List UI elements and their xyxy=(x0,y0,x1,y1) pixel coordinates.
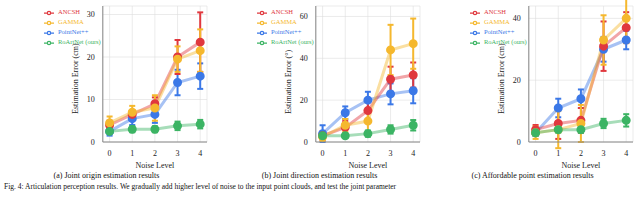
svg-text:60: 60 xyxy=(300,12,308,21)
svg-text:20: 20 xyxy=(87,53,95,62)
html-text:(a) Joint origin estimation re: (a) Joint origin estimation results xyxy=(53,171,160,180)
svg-text:3: 3 xyxy=(602,149,606,158)
html-text:PointNet++: PointNet++ xyxy=(58,28,89,36)
html-text:(c) Affordable point estimatio: (c) Affordable point estimation results xyxy=(471,171,594,180)
html-text:(b) Joint direction estimation: (b) Joint direction estimation results xyxy=(261,171,378,180)
svg-text:4: 4 xyxy=(624,149,628,158)
html-text:Fig. 4: Articulation perceptio: Fig. 4: Articulation perception results.… xyxy=(4,182,397,191)
svg-text:3: 3 xyxy=(389,149,393,158)
svg-text:Noise Level: Noise Level xyxy=(561,161,601,170)
svg-text:Noise Level: Noise Level xyxy=(348,161,388,170)
html-text:ANCSH: ANCSH xyxy=(271,8,293,16)
svg-text:4: 4 xyxy=(411,149,415,158)
svg-text:0: 0 xyxy=(91,138,95,147)
svg-text:40: 40 xyxy=(300,54,308,63)
html-text:PointNet++: PointNet++ xyxy=(271,28,302,36)
svg-text:10: 10 xyxy=(87,95,95,104)
html-text:RoArtNet (ours): RoArtNet (ours) xyxy=(484,38,527,46)
svg-text:0: 0 xyxy=(304,138,308,147)
svg-text:Estimation Error (°): Estimation Error (°) xyxy=(284,50,293,114)
svg-text:1: 1 xyxy=(130,149,134,158)
html-text:GAMMA: GAMMA xyxy=(271,18,297,26)
html-text:RoArtNet (ours): RoArtNet (ours) xyxy=(58,38,101,46)
svg-text:30: 30 xyxy=(87,10,95,19)
svg-text:Estimation Error (cm): Estimation Error (cm) xyxy=(71,43,80,114)
svg-text:1: 1 xyxy=(343,149,347,158)
svg-text:0: 0 xyxy=(534,149,538,158)
svg-text:Noise Level: Noise Level xyxy=(135,161,175,170)
svg-text:0: 0 xyxy=(517,138,521,147)
svg-text:Estimation Error (cm): Estimation Error (cm) xyxy=(497,43,506,114)
svg-text:20: 20 xyxy=(300,96,308,105)
html-text:GAMMA: GAMMA xyxy=(484,18,510,26)
svg-text:0: 0 xyxy=(321,149,325,158)
svg-text:40: 40 xyxy=(513,14,521,23)
html-text:RoArtNet (ours): RoArtNet (ours) xyxy=(271,38,314,46)
svg-text:2: 2 xyxy=(366,149,370,158)
html-text:ANCSH: ANCSH xyxy=(484,8,506,16)
html-text:PointNet++: PointNet++ xyxy=(484,28,515,36)
svg-text:0: 0 xyxy=(108,149,112,158)
svg-text:4: 4 xyxy=(198,149,202,158)
svg-text:3: 3 xyxy=(176,149,180,158)
svg-text:20: 20 xyxy=(513,76,521,85)
html-text:ANCSH: ANCSH xyxy=(58,8,80,16)
svg-text:1: 1 xyxy=(556,149,560,158)
html-text:GAMMA: GAMMA xyxy=(58,18,84,26)
svg-text:2: 2 xyxy=(579,149,583,158)
svg-text:2: 2 xyxy=(153,149,157,158)
